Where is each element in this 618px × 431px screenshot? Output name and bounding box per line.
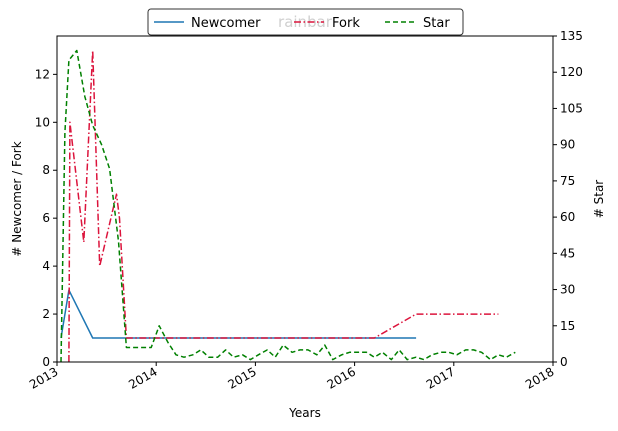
series-line-fork: [68, 49, 499, 362]
y-right-tick-label: 120: [560, 65, 583, 79]
x-axis-label: Years: [288, 406, 321, 420]
y-right-tick-label: 135: [560, 29, 583, 43]
y-right-tick-label: 60: [560, 210, 575, 224]
x-tick-label: 2016: [325, 364, 358, 391]
y-left-tick-label: 4: [42, 259, 50, 273]
y-left-tick-label: 0: [42, 355, 50, 369]
y-right-tick-label: 15: [560, 319, 575, 333]
chart-title: rainbar: [278, 13, 333, 31]
y-right-tick-label: 30: [560, 283, 575, 297]
legend-box: [147, 8, 464, 36]
legend: rainbar Newcomer Fork Star: [147, 8, 464, 36]
plot-area: 2013 2014 2015 2016 2017 20180246810120153045…: [27, 29, 583, 392]
y-left-tick-label: 8: [42, 163, 50, 177]
y-left-tick-label: 6: [42, 211, 50, 225]
y-right-tick-label: 75: [560, 174, 575, 188]
y-right-tick-label: 105: [560, 101, 583, 115]
x-tick-label: 2014: [126, 364, 159, 391]
legend-label-newcomer: Newcomer: [191, 16, 261, 31]
x-tick-label: 2017: [424, 364, 457, 391]
x-tick-label: 2015: [225, 364, 258, 391]
plot-frame: [56, 35, 554, 363]
y-right-tick-label: 45: [560, 246, 575, 260]
series-line-newcomer: [60, 289, 417, 339]
y-left-tick-label: 12: [35, 67, 50, 81]
x-tick-label: 2018: [523, 364, 556, 391]
series-line-star: [60, 49, 516, 362]
y-right-tick-label: 0: [560, 355, 568, 369]
y-axis-right-label: # Star: [592, 180, 606, 219]
y-right-tick-label: 90: [560, 138, 575, 152]
y-left-tick-label: 10: [35, 115, 50, 129]
y-axis-left-label: # Newcomer / Fork: [10, 141, 24, 256]
legend-label-star: Star: [423, 16, 450, 31]
legend-label-fork: Fork: [332, 16, 360, 31]
y-left-tick-label: 2: [42, 307, 50, 321]
